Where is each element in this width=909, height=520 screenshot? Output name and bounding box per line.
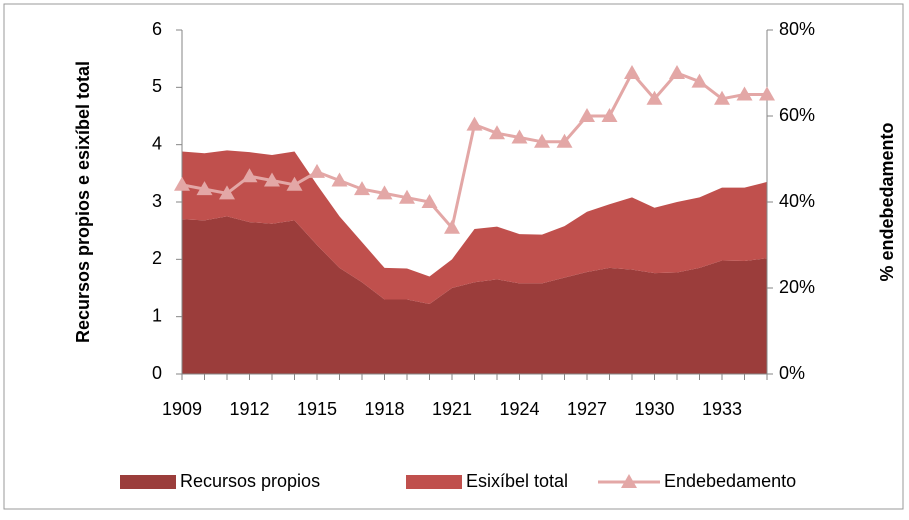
x-tick-label: 1924 [499, 399, 539, 419]
y2-tick-label: 40% [779, 191, 815, 211]
line-marker [579, 108, 595, 122]
line-marker [309, 163, 325, 178]
line-marker [331, 172, 348, 187]
line-marker [511, 129, 528, 144]
line-marker [736, 86, 753, 101]
line-marker [714, 90, 730, 105]
y-tick-label: 3 [152, 191, 162, 211]
line-marker [691, 73, 708, 88]
legend-label: Recursos propios [180, 471, 320, 491]
x-tick-label: 1909 [162, 399, 202, 419]
line-marker [421, 194, 438, 208]
x-tick-label: 1918 [364, 399, 404, 419]
line-marker [534, 133, 550, 148]
x-tick-label: 1921 [432, 399, 472, 419]
line-marker [601, 108, 618, 122]
line-marker [219, 185, 235, 200]
line-marker [241, 168, 258, 183]
y-tick-label: 2 [152, 248, 162, 268]
line-marker [399, 189, 415, 204]
y-tick-label: 4 [152, 133, 162, 153]
line-marker [174, 176, 190, 191]
legend-swatch [406, 475, 462, 489]
legend-marker [621, 474, 637, 488]
chart-frame [3, 3, 904, 510]
line-marker [286, 176, 303, 191]
y-tick-label: 0 [152, 363, 162, 383]
line-marker [669, 65, 685, 79]
y-tick-label: 1 [152, 305, 162, 325]
legend-label: Endebedamento [664, 471, 796, 491]
x-tick-label: 1915 [297, 399, 337, 419]
line-marker [556, 133, 573, 148]
y-tick-label: 6 [152, 19, 162, 39]
y-tick-label: 5 [152, 76, 162, 96]
y2-tick-label: 0% [779, 363, 805, 383]
line-marker [466, 116, 483, 131]
legend-swatch [120, 475, 176, 489]
y2-tick-label: 60% [779, 105, 815, 125]
x-tick-label: 1912 [229, 399, 269, 419]
x-tick-label: 1933 [702, 399, 742, 419]
x-tick-label: 1927 [567, 399, 607, 419]
line-marker [624, 65, 640, 79]
line-marker [444, 219, 460, 234]
x-tick-label: 1930 [634, 399, 674, 419]
line-marker [196, 181, 213, 196]
y2-tick-label: 20% [779, 277, 815, 297]
line-marker [759, 86, 775, 101]
area [182, 150, 767, 305]
line-marker [354, 181, 370, 196]
line-marker [264, 172, 280, 187]
line-marker [646, 90, 663, 105]
area [182, 216, 767, 374]
y-axis-title: Recursos propios e esixíbel total [73, 61, 93, 343]
y2-tick-label: 80% [779, 19, 815, 39]
line-marker [489, 125, 505, 140]
y2-axis-title: % endebedamento [877, 122, 897, 281]
line-marker [376, 185, 393, 200]
legend-label: Esixíbel total [466, 471, 568, 491]
